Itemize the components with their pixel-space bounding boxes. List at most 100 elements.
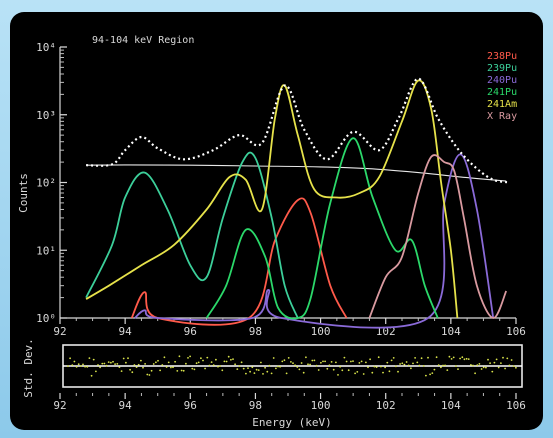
residual-point bbox=[146, 373, 149, 376]
residual-point bbox=[420, 357, 423, 360]
residual-point bbox=[412, 362, 414, 365]
residual-point bbox=[320, 361, 322, 364]
chart-title: 94-104 keV Region bbox=[92, 35, 194, 46]
residual-point bbox=[431, 372, 434, 374]
series-curve-x-ray bbox=[368, 154, 508, 319]
residual-point bbox=[110, 361, 112, 364]
residual-point bbox=[122, 357, 125, 360]
residual-x-tick-label: 102 bbox=[376, 399, 396, 412]
legend-entry: 240Pu bbox=[487, 75, 517, 86]
residual-point bbox=[99, 366, 101, 369]
residual-point bbox=[433, 368, 436, 371]
residual-point bbox=[457, 368, 459, 370]
residual-point bbox=[103, 362, 106, 365]
residual-point bbox=[294, 364, 296, 367]
residual-point bbox=[335, 361, 337, 364]
residual-point bbox=[339, 365, 341, 368]
residual-point bbox=[395, 365, 397, 368]
residual-point bbox=[155, 361, 157, 364]
residual-point bbox=[90, 374, 93, 377]
residual-point bbox=[324, 360, 326, 363]
residual-point bbox=[326, 367, 329, 370]
residual-point bbox=[367, 366, 369, 369]
spectrum-chart: 94-104 keV Region Counts 10⁰ 10¹ 10² 10³ 10⁴… bbox=[17, 35, 526, 429]
residual-point bbox=[345, 360, 348, 363]
residual-point bbox=[135, 366, 138, 368]
residual-point bbox=[480, 368, 483, 370]
residual-x-tick-label: 96 bbox=[184, 399, 197, 412]
y-tick-label: 10² bbox=[36, 177, 56, 190]
residual-point bbox=[279, 365, 281, 368]
residual-point bbox=[307, 363, 309, 366]
residual-point bbox=[277, 365, 279, 368]
residual-point bbox=[191, 367, 194, 370]
residual-point bbox=[266, 370, 269, 373]
residual-point bbox=[245, 372, 247, 375]
residual-point bbox=[292, 362, 294, 365]
x-tick-label: 100 bbox=[311, 325, 331, 338]
residual-point bbox=[178, 355, 181, 358]
residual-point bbox=[512, 365, 515, 367]
residual-point bbox=[287, 357, 290, 359]
residual-point bbox=[125, 361, 127, 364]
residual-point bbox=[148, 374, 151, 376]
residual-point bbox=[152, 363, 155, 365]
residual-point bbox=[167, 361, 170, 364]
residual-point bbox=[390, 359, 393, 362]
residual-point bbox=[403, 363, 406, 366]
residual-point bbox=[362, 373, 365, 375]
residual-point bbox=[80, 365, 82, 367]
residual-point bbox=[463, 358, 466, 361]
residual-point bbox=[502, 356, 504, 359]
residual-point bbox=[482, 366, 485, 369]
residual-point bbox=[206, 356, 209, 359]
residual-point bbox=[347, 369, 350, 372]
residual-point bbox=[476, 364, 479, 367]
residual-x-tick-label: 104 bbox=[441, 399, 461, 412]
residual-point bbox=[500, 362, 502, 364]
residual-point bbox=[356, 371, 359, 373]
residual-point bbox=[283, 359, 286, 362]
residual-point bbox=[272, 357, 275, 359]
residual-point bbox=[495, 358, 498, 361]
residual-point bbox=[204, 367, 207, 370]
residual-point bbox=[350, 360, 352, 363]
residual-point bbox=[260, 361, 262, 364]
residual-point bbox=[440, 366, 442, 369]
residual-point bbox=[174, 360, 177, 363]
residual-points bbox=[67, 355, 517, 377]
residual-point bbox=[101, 362, 104, 365]
residual-point bbox=[140, 359, 142, 362]
residual-point bbox=[388, 370, 391, 373]
residual-point bbox=[219, 365, 222, 367]
residual-point bbox=[185, 362, 187, 365]
x-axis-title: Energy (keV) bbox=[252, 416, 331, 429]
residual-point bbox=[313, 359, 316, 362]
legend-entry: 239Pu bbox=[487, 63, 517, 74]
residual-point bbox=[343, 356, 346, 359]
residual-point bbox=[455, 365, 457, 367]
residual-point bbox=[225, 360, 228, 363]
residual-point bbox=[506, 357, 509, 360]
residual-point bbox=[296, 366, 299, 368]
residual-point bbox=[290, 361, 292, 363]
series-curve-241pu bbox=[205, 137, 439, 320]
residual-point bbox=[298, 368, 301, 371]
residual-point bbox=[337, 374, 339, 376]
residual-point bbox=[92, 358, 95, 361]
residual-point bbox=[285, 372, 288, 375]
residual-point bbox=[189, 355, 192, 358]
series-curve-240pu bbox=[134, 153, 495, 329]
residual-x-tick-label: 98 bbox=[249, 399, 262, 412]
x-tick-label: 106 bbox=[506, 325, 526, 338]
residual-point bbox=[504, 367, 506, 370]
residual-point bbox=[427, 356, 429, 359]
x-ticks-residual: 92 94 96 98 100 102 104 106 bbox=[53, 393, 526, 412]
residual-point bbox=[114, 363, 116, 365]
residual-point bbox=[373, 365, 376, 368]
residual-point bbox=[508, 364, 511, 367]
residual-point bbox=[170, 366, 172, 369]
residual-point bbox=[493, 361, 496, 364]
residual-point bbox=[491, 370, 494, 373]
